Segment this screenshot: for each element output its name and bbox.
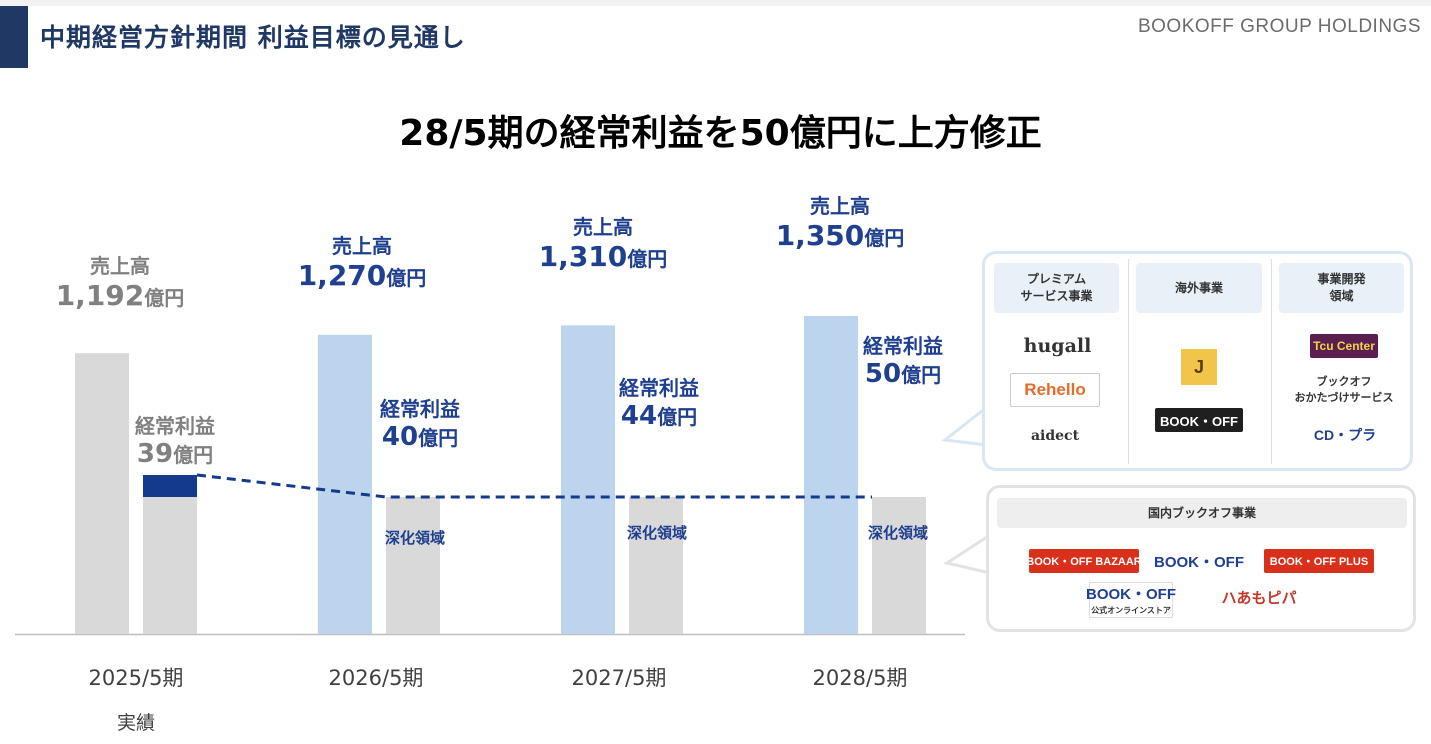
deepen-panel: 国内ブックオフ事業 BOOK・OFF BAZAAR BOOK・OFF BOOK・… bbox=[986, 485, 1416, 632]
revenue-label-title: 売上高 bbox=[332, 234, 392, 258]
tcu-center-logo: Tcu Center bbox=[1310, 334, 1378, 358]
explore-col-premium-title: プレミアム サービス事業 bbox=[994, 263, 1119, 313]
op-profit-title: 経常利益 bbox=[135, 414, 215, 438]
revenue-label-title: 売上高 bbox=[810, 194, 870, 218]
aidect-logo: aidect bbox=[1030, 428, 1080, 444]
op-profit-label-2027: 経常利益 44億円 bbox=[584, 372, 734, 431]
revenue-label-unit: 億円 bbox=[864, 226, 905, 250]
bookoff-plus-logo: BOOK・OFF PLUS bbox=[1264, 549, 1374, 573]
explore-text: 探索領域 bbox=[399, 462, 427, 496]
op-profit-value: 39 bbox=[136, 439, 174, 469]
explore-text: 探索領域 bbox=[642, 446, 670, 480]
hamopipa-logo: ハあもピパ bbox=[1221, 588, 1297, 607]
deepen-panel-title: 国内ブックオフ事業 bbox=[997, 498, 1407, 528]
revenue-label-title: 売上高 bbox=[90, 254, 150, 278]
company-logo-text: BOOKOFF GROUP HOLDINGS bbox=[1137, 16, 1421, 37]
revenue-label-unit: 億円 bbox=[144, 286, 185, 310]
revenue-label-2028: 売上高 1,350億円 bbox=[760, 190, 920, 252]
explore-label-2026: 探索領域 bbox=[385, 461, 441, 497]
revenue-bar-2025/5期 bbox=[75, 353, 129, 634]
bookoff-online-logo: BOOK・OFF bbox=[1086, 582, 1176, 604]
bookoff-online-sublabel: 公式オンラインストア bbox=[1089, 604, 1173, 618]
revenue-label-unit: 億円 bbox=[386, 266, 427, 290]
op-profit-label-2026: 経常利益 40億円 bbox=[345, 393, 495, 452]
explore-col-bizdev-title: 事業開発 領域 bbox=[1279, 263, 1404, 313]
deepen-bar-2026/5期 bbox=[386, 497, 440, 634]
column-divider bbox=[1271, 259, 1272, 464]
revenue-label-title: 売上高 bbox=[573, 215, 633, 239]
rehello-logo: Rehello bbox=[1010, 373, 1100, 407]
revenue-label-value: 1,270 bbox=[297, 259, 387, 292]
deepen-bar-2027/5期 bbox=[629, 497, 683, 634]
x-tick-2026: 2026/5期 bbox=[328, 666, 424, 690]
op-profit-label-2025: 経常利益 39億円 bbox=[100, 410, 250, 469]
revenue-label-2026: 売上高 1,270億円 bbox=[282, 230, 442, 292]
deepen-label-2028: 深化領域 bbox=[867, 524, 928, 542]
revenue-label-2027: 売上高 1,310億円 bbox=[523, 211, 683, 273]
x-tick-2027: 2027/5期 bbox=[571, 666, 667, 690]
jalan-logo: J bbox=[1181, 349, 1217, 385]
bookoff-logo: BOOK・OFF bbox=[1154, 553, 1244, 571]
header-bar: 中期経営方針期間 利益目標の見通し BOOKOFF GROUP HOLDINGS bbox=[0, 0, 1431, 68]
headline: 28/5期の経常利益を50億円に上方修正 bbox=[399, 113, 1042, 154]
cd-pla-logo: CD・プラ bbox=[1313, 427, 1377, 443]
op-profit-value: 50 bbox=[864, 359, 902, 389]
op-profit-unit: 億円 bbox=[657, 405, 698, 429]
revenue-label-value: 1,350 bbox=[775, 219, 865, 252]
op-profit-title: 経常利益 bbox=[380, 397, 460, 421]
header-accent-block bbox=[0, 6, 28, 68]
x-tick-2028: 2028/5期 bbox=[812, 666, 908, 690]
explore-col-overseas-title: 海外事業 bbox=[1136, 263, 1262, 313]
x-tick-sub-actual: 実績 bbox=[116, 712, 155, 734]
bookoff-okataduke-logo: ブックオフ おかたづけサービス bbox=[1294, 375, 1394, 404]
revenue-bar-2027/5期 bbox=[561, 325, 615, 634]
revenue-bar-2028/5期 bbox=[804, 315, 858, 634]
revenue-bar-2026/5期 bbox=[318, 334, 372, 634]
bookoff-bazaar-logo: BOOK・OFF BAZAAR bbox=[1026, 549, 1142, 573]
deepen-bar-2025/5期 bbox=[143, 497, 197, 634]
explore-panel: プレミアム サービス事業 海外事業 事業開発 領域 hugall Rehello… bbox=[982, 251, 1413, 471]
explore-label-2028: 探索領域 bbox=[871, 432, 927, 468]
revenue-label-value: 1,192 bbox=[55, 279, 145, 312]
header-top-line bbox=[0, 0, 1431, 6]
op-profit-trend-line bbox=[196, 473, 872, 499]
revenue-label-value: 1,310 bbox=[538, 240, 628, 273]
op-profit-label-2028: 経常利益 50億円 bbox=[828, 330, 978, 389]
op-profit-unit: 億円 bbox=[418, 426, 459, 450]
x-tick-2025: 2025/5期 bbox=[88, 666, 184, 690]
hugall-logo: hugall bbox=[1023, 335, 1092, 357]
column-divider bbox=[1128, 259, 1129, 464]
section-title: 中期経営方針期間 利益目標の見通し bbox=[40, 23, 466, 52]
op-profit-title: 経常利益 bbox=[863, 334, 943, 358]
explore-text: 探索領域 bbox=[885, 433, 913, 467]
op-profit-value: 44 bbox=[620, 401, 658, 431]
op-profit-unit: 億円 bbox=[901, 363, 942, 387]
revenue-label-unit: 億円 bbox=[627, 247, 668, 271]
revenue-label-2025: 売上高 1,192億円 bbox=[40, 250, 200, 312]
explore-label-2027: 探索領域 bbox=[628, 445, 684, 481]
op-profit-title: 経常利益 bbox=[619, 376, 699, 400]
deepen-label-2027: 深化領域 bbox=[626, 524, 687, 542]
bookoff-overseas-logo: BOOK・OFF bbox=[1155, 408, 1243, 432]
op-profit-unit: 億円 bbox=[173, 443, 214, 467]
deepen-bar-2028/5期 bbox=[872, 497, 926, 634]
op-profit-value: 40 bbox=[381, 422, 419, 452]
deepen-label-2026: 深化領域 bbox=[384, 529, 445, 547]
explore-bar-2025/5期 bbox=[143, 475, 197, 497]
